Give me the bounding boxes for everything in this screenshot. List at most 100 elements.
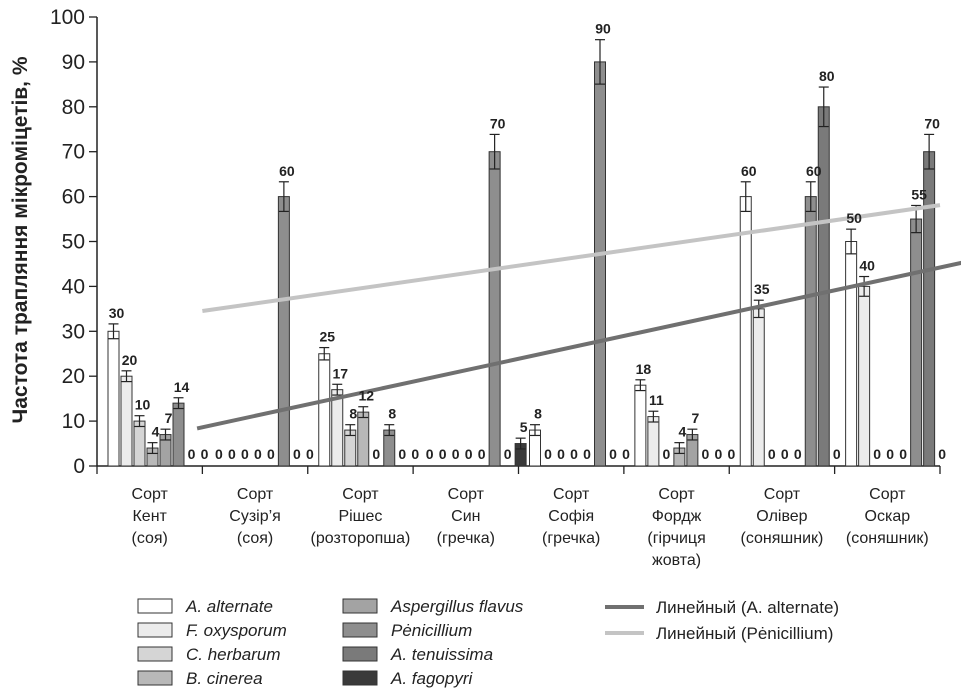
legend-entry: A. tenuissima — [342, 645, 493, 664]
category-label-line: Сорт — [869, 486, 906, 503]
data-label: 0 — [241, 446, 249, 462]
data-label: 14 — [174, 379, 190, 395]
data-label: 0 — [781, 446, 789, 462]
trendline — [202, 203, 941, 313]
legend-entry: F. oxysporum — [137, 621, 287, 640]
y-tick-label: 50 — [62, 231, 85, 254]
data-label: 5 — [520, 419, 528, 435]
axes — [89, 16, 941, 474]
error-bar — [489, 133, 500, 170]
y-tick-label: 0 — [73, 455, 85, 478]
bar — [817, 106, 830, 467]
y-tick-label: 10 — [62, 410, 85, 433]
category-label: Сорт Сузір’я (соя) — [229, 486, 281, 547]
error-bar — [674, 442, 685, 455]
bar — [647, 416, 660, 467]
category-label-line: Рішес — [338, 508, 382, 525]
category-label-line: (соняшник) — [846, 530, 929, 547]
legend-label: Pėnicillium — [391, 621, 472, 640]
category-label-line: Сорт — [237, 486, 274, 503]
y-tick-label: 60 — [62, 186, 85, 209]
data-label: 55 — [911, 186, 927, 202]
error-bar — [635, 379, 646, 392]
error-bar — [859, 275, 870, 297]
legend-swatch — [137, 646, 173, 662]
data-label: 0 — [452, 446, 460, 462]
data-label: 4 — [152, 424, 160, 440]
data-label: 0 — [873, 446, 881, 462]
category-label-line: Софія — [548, 508, 594, 525]
data-label: 0 — [306, 446, 314, 462]
legend-label: A. alternate — [185, 597, 273, 616]
category-label-line: Олівер — [756, 508, 807, 525]
error-bar — [595, 39, 605, 85]
error-bar — [753, 299, 764, 319]
category-labels: Сорт Кент (соя) Сорт Сузір’я (соя) Сорт Рішес (р… — [131, 486, 928, 569]
y-tick-label: 40 — [62, 275, 85, 298]
data-label: 30 — [109, 305, 125, 321]
data-label: 8 — [534, 406, 542, 422]
legend-swatch — [137, 598, 173, 614]
data-label: 11 — [649, 392, 664, 408]
bar — [107, 330, 120, 467]
trendline — [196, 260, 961, 431]
y-tick-label: 80 — [62, 96, 85, 119]
data-label: 0 — [899, 446, 907, 462]
data-label: 0 — [254, 446, 262, 462]
data-label: 0 — [478, 446, 486, 462]
category-label-line: Фордж — [652, 508, 702, 525]
data-label: 0 — [583, 446, 591, 462]
y-tick-label: 70 — [62, 141, 85, 164]
category-label-line: Син — [451, 508, 480, 525]
legend-label: A. tenuissima — [390, 645, 493, 664]
legend-entry: C. herbarum — [137, 645, 280, 664]
data-label: 60 — [741, 163, 757, 179]
category-label-line: Кент — [132, 508, 167, 525]
legend-label: A. fagopyri — [390, 669, 473, 688]
error-bar — [108, 323, 119, 340]
error-bar — [319, 346, 330, 361]
data-label: 10 — [135, 397, 151, 413]
category-label-line: (соя) — [237, 530, 273, 547]
legend-entry: Линейный (A. alternate) — [605, 598, 839, 617]
data-label: 0 — [398, 446, 406, 462]
legend-swatch — [342, 622, 378, 638]
y-axis-title: Частота трапляння мікроміцетів, % — [9, 56, 32, 423]
legend-swatch — [137, 622, 173, 638]
error-bar — [147, 442, 158, 455]
data-label: 8 — [388, 406, 396, 422]
data-label: 25 — [319, 329, 335, 345]
data-label: 50 — [846, 210, 862, 226]
error-bar — [278, 181, 289, 213]
error-bar — [818, 86, 829, 128]
category-label-line: Сузір’я — [229, 508, 281, 525]
error-bar — [515, 437, 526, 450]
data-label: 0 — [228, 446, 236, 462]
bar — [752, 308, 765, 467]
category-label-line: Сорт — [658, 486, 695, 503]
legend-label: F. oxysporum — [186, 621, 287, 640]
data-label: 0 — [570, 446, 578, 462]
bar — [739, 196, 752, 467]
data-label: 0 — [886, 446, 894, 462]
category-label: Сорт Софія (гречка) — [542, 486, 600, 547]
error-bar — [687, 428, 698, 441]
data-label: 0 — [768, 446, 776, 462]
category-label-line: (гречка) — [437, 530, 495, 547]
legend-entry: B. cinerea — [137, 669, 263, 688]
data-label: 0 — [201, 446, 209, 462]
category-label: Сорт Оскар (соняшник) — [846, 486, 929, 547]
legend-entry: Линейный (Pėnicillium) — [605, 624, 833, 643]
bar — [488, 151, 501, 467]
error-bar — [846, 228, 857, 255]
category-label-line: (соя) — [131, 530, 167, 547]
category-label: Сорт Рішес (розторопша) — [311, 486, 411, 547]
data-label: 0 — [372, 446, 380, 462]
data-label: 70 — [924, 115, 940, 131]
legend-label: C. herbarum — [186, 645, 280, 664]
bar — [858, 285, 871, 467]
data-label: 0 — [465, 446, 473, 462]
bar — [331, 389, 344, 467]
category-label: Сорт Кент (соя) — [131, 486, 168, 547]
data-label: 0 — [794, 446, 802, 462]
